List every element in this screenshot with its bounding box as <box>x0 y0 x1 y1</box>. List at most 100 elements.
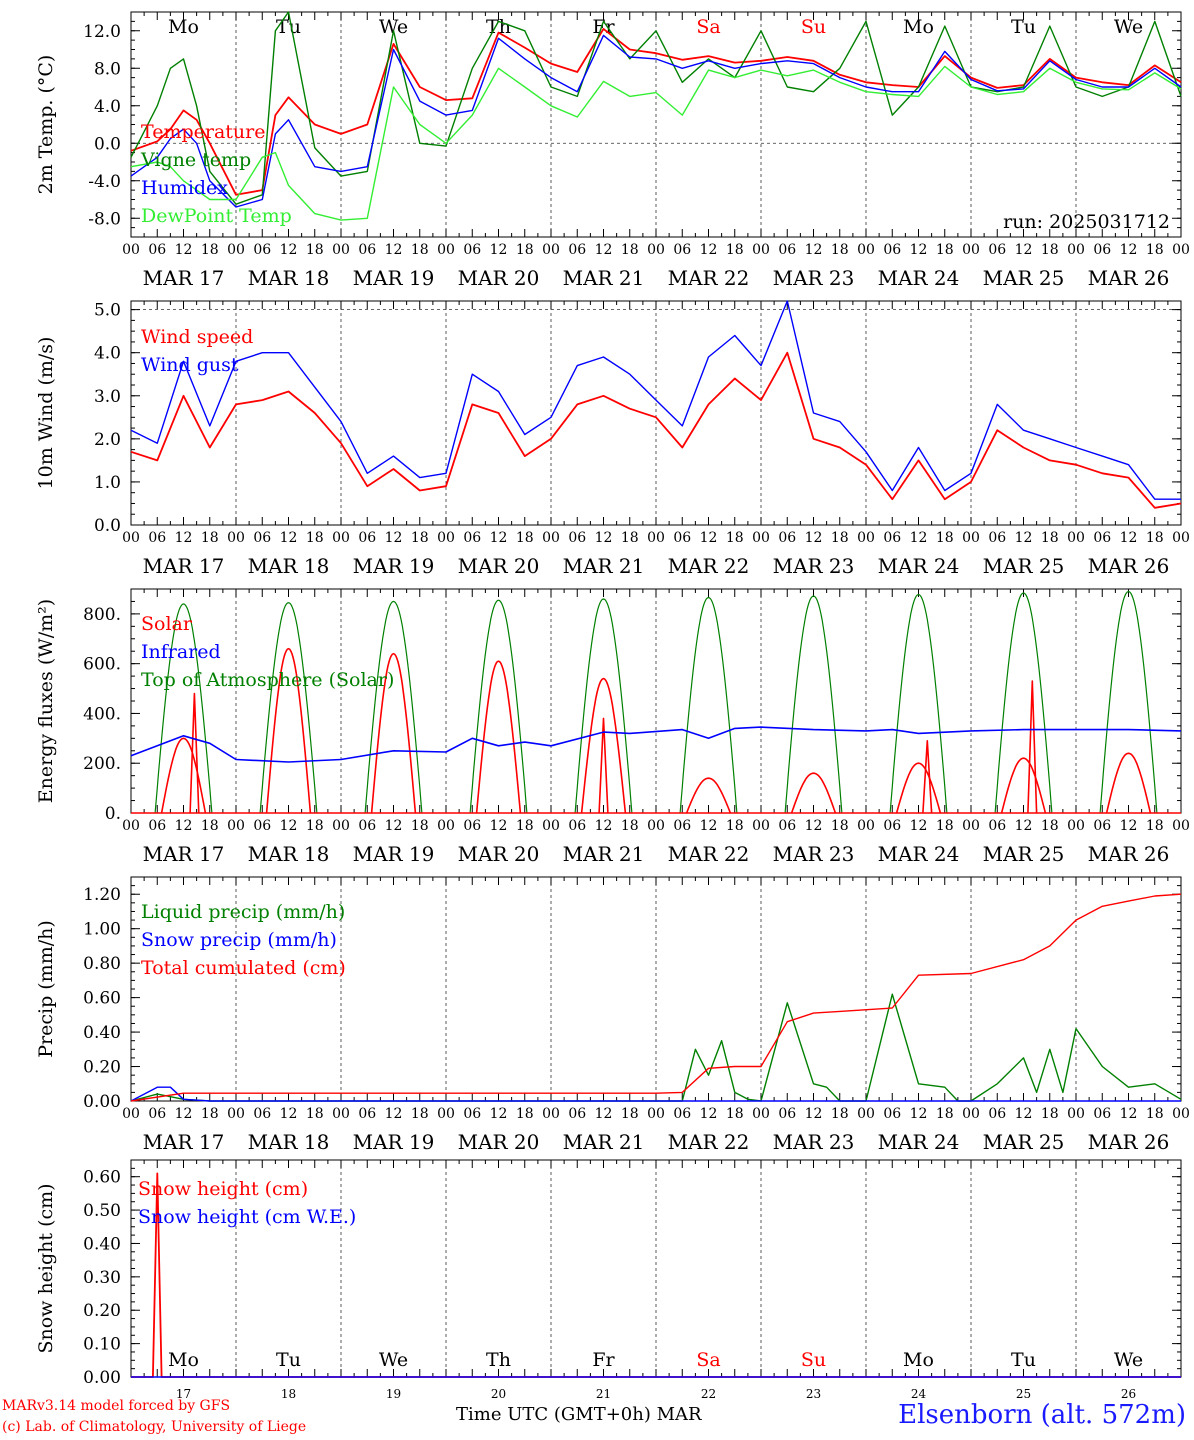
panel1-legend-entry: Temperature <box>141 121 265 143</box>
panel3-hour-tick-label: 00 <box>1172 818 1190 834</box>
weekday-label-top: Sa <box>696 16 720 38</box>
panel4-hour-tick-label: 18 <box>1146 1106 1164 1122</box>
panel3-date-label: MAR 18 <box>248 842 330 866</box>
panel3-hour-tick-label: 18 <box>201 818 219 834</box>
panel4-y-tick-label: 0.20 <box>83 1058 121 1078</box>
solar-spike <box>598 717 609 814</box>
panel3-date-label: MAR 20 <box>458 842 540 866</box>
panel3-hour-tick-label: 00 <box>437 818 455 834</box>
panel2-date-label: MAR 24 <box>878 554 960 578</box>
panel2-hour-tick-label: 18 <box>1041 530 1059 546</box>
panel4-series-3-line <box>130 893 1182 1102</box>
panel2-hour-tick-label: 06 <box>1093 530 1111 546</box>
panel2-date-label: MAR 19 <box>353 554 435 578</box>
panel3-date-label: MAR 24 <box>878 842 960 866</box>
month-label: MAR <box>656 1404 702 1425</box>
panel3-hour-tick-label: 18 <box>306 818 324 834</box>
day-number-label: 19 <box>386 1387 401 1401</box>
panel4-hour-tick-label: 12 <box>175 1106 193 1122</box>
toa-solar-arch <box>469 599 528 814</box>
panel2-hour-tick-label: 18 <box>831 530 849 546</box>
panel5-y-tick-label: 0.20 <box>83 1301 121 1321</box>
solar-spike <box>1027 680 1038 814</box>
panel4-y-tick-label: 0.00 <box>83 1092 121 1112</box>
panel1-date-label: MAR 21 <box>563 266 645 290</box>
panel1-legend-entry: DewPoint Temp <box>141 205 292 227</box>
panel4-hour-tick-label: 00 <box>962 1106 980 1122</box>
panel4-hour-tick-label: 06 <box>1093 1106 1111 1122</box>
panel2-legend-entry: Wind speed <box>141 326 253 348</box>
panel4-legend-entry: Liquid precip (mm/h) <box>141 901 345 923</box>
panel1-hour-tick-label: 12 <box>805 242 823 258</box>
weekday-label-bottom: Tu <box>1011 1349 1036 1371</box>
panel5-y-tick-label: 0.50 <box>83 1201 121 1221</box>
panel1-hour-tick-label: 18 <box>201 242 219 258</box>
panel4-hour-tick-label: 18 <box>726 1106 744 1122</box>
panel4-hour-tick-label: 06 <box>568 1106 586 1122</box>
panel3-date-label: MAR 22 <box>668 842 750 866</box>
panel2-hour-tick-label: 12 <box>280 530 298 546</box>
panel3-hour-tick-label: 06 <box>673 818 691 834</box>
panel1-hour-tick-label: 06 <box>1093 242 1111 258</box>
panel2-hour-tick-label: 18 <box>516 530 534 546</box>
panel1-y-tick-label: 4.0 <box>94 97 121 117</box>
panel2-y-axis-label: 10m Wind (m/s) <box>35 337 57 490</box>
panel1-hour-tick-label: 00 <box>332 242 350 258</box>
panel4-legend-entry: Total cumulated (cm) <box>141 957 346 979</box>
panel3-hour-tick-label: 12 <box>1015 818 1033 834</box>
panel3-hour-tick-label: 12 <box>385 818 403 834</box>
panel1-hour-tick-label: 00 <box>752 242 770 258</box>
panel1-hour-tick-label: 00 <box>122 242 140 258</box>
panel2-hour-tick-label: 12 <box>910 530 928 546</box>
solar-arch <box>790 772 837 814</box>
panel3-hour-tick-label: 00 <box>962 818 980 834</box>
panel4-hour-tick-label: 18 <box>516 1106 534 1122</box>
panel1-hour-tick-label: 12 <box>175 242 193 258</box>
solar-arch <box>1000 757 1047 814</box>
panel4-date-label: MAR 22 <box>668 1130 750 1154</box>
panel1-hour-tick-label: 06 <box>988 242 1006 258</box>
panel4-date-label: MAR 26 <box>1088 1130 1170 1154</box>
panel4-hour-tick-label: 06 <box>988 1106 1006 1122</box>
panel2-hour-tick-label: 06 <box>358 530 376 546</box>
panel2-hour-tick-label: 12 <box>700 530 718 546</box>
panel3-hour-tick-label: 00 <box>752 818 770 834</box>
panel3-date-label: MAR 17 <box>143 842 225 866</box>
panel3-hour-tick-label: 06 <box>148 818 166 834</box>
panel1-date-label: MAR 18 <box>248 266 330 290</box>
panel2-hour-tick-label: 12 <box>385 530 403 546</box>
panel1-hour-tick-label: 00 <box>857 242 875 258</box>
panel2-hour-tick-label: 06 <box>253 530 271 546</box>
panel3-hour-tick-label: 18 <box>831 818 849 834</box>
panel4-date-label: MAR 18 <box>248 1130 330 1154</box>
toa-solar-arch <box>154 603 213 814</box>
weekday-label-bottom: Mo <box>903 1349 934 1371</box>
panel2-frame <box>130 300 1182 526</box>
panel2-date-label: MAR 22 <box>668 554 750 578</box>
panel2-hour-tick-label: 12 <box>805 530 823 546</box>
weekday-label-top: Mo <box>903 16 934 38</box>
solar-arch <box>1105 752 1152 814</box>
panel3-hour-tick-label: 06 <box>568 818 586 834</box>
panel4-series-2-line <box>130 1086 1181 1102</box>
weekday-label-top: Tu <box>276 16 301 38</box>
panel3-date-label: MAR 21 <box>563 842 645 866</box>
panel1-hour-tick-label: 12 <box>1015 242 1033 258</box>
panel3-hour-tick-label: 06 <box>988 818 1006 834</box>
panel3-hour-tick-label: 00 <box>542 818 560 834</box>
day-number-label: 26 <box>1121 1387 1136 1401</box>
panel4-y-axis-label: Precip (mm/h) <box>35 920 57 1058</box>
panel4-hour-tick-label: 18 <box>1041 1106 1059 1122</box>
day-number-label: 25 <box>1016 1387 1031 1401</box>
weekday-label-bottom: Sa <box>696 1349 720 1371</box>
panel2-hour-tick-label: 00 <box>122 530 140 546</box>
panel1-hour-tick-label: 06 <box>778 242 796 258</box>
panel1-hour-tick-label: 00 <box>227 242 245 258</box>
panel4-date-label: MAR 17 <box>143 1130 225 1154</box>
panel1-hour-tick-label: 12 <box>385 242 403 258</box>
panel1-hour-tick-label: 06 <box>568 242 586 258</box>
panel4-hour-tick-label: 00 <box>857 1106 875 1122</box>
panel4-hour-tick-label: 12 <box>385 1106 403 1122</box>
panel4-hour-tick-label: 12 <box>490 1106 508 1122</box>
panel3-hour-tick-label: 00 <box>122 818 140 834</box>
